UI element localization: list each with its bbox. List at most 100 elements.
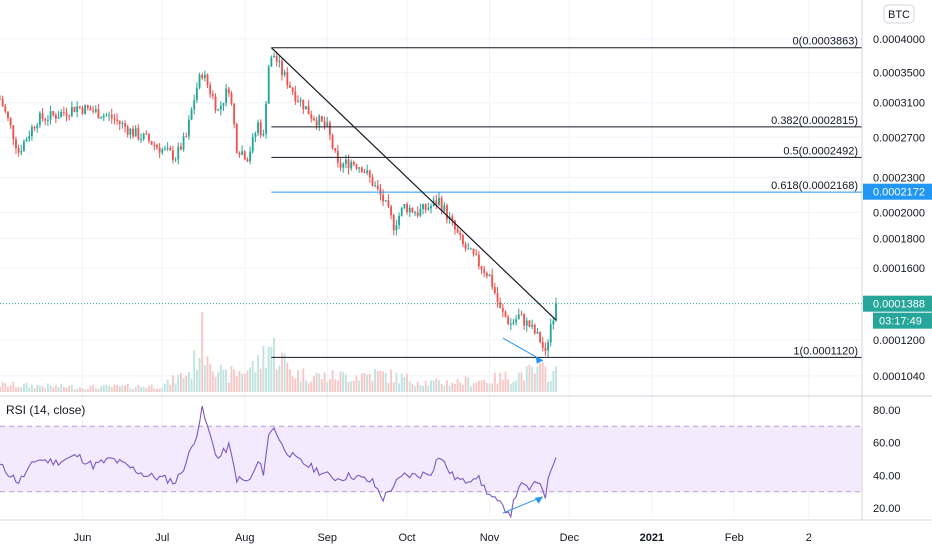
- candle-body: [533, 324, 536, 334]
- price-tick-label: 0.0001600: [873, 263, 925, 275]
- candle-body: [363, 172, 366, 174]
- fib-retracement[interactable]: 0(0.0003863) 0.382(0.0002815) 0.5(0.000249…: [271, 36, 862, 358]
- volume-bar: [227, 382, 230, 392]
- candle-body: [102, 115, 105, 118]
- rsi-divergence-arrowhead: [534, 496, 543, 504]
- volume-bar: [313, 375, 315, 392]
- volume-bar: [352, 380, 355, 392]
- volume-bar: [41, 386, 44, 392]
- volume-bar: [262, 345, 265, 392]
- candle-body: [488, 274, 491, 277]
- candle-body: [477, 254, 480, 267]
- last-price-tag: [863, 295, 932, 312]
- volume-bar: [366, 374, 369, 392]
- candle-body: [214, 96, 217, 111]
- volume-bars: [0, 312, 557, 392]
- volume-bar: [134, 387, 137, 392]
- volume-bar: [201, 312, 204, 392]
- fib-price-tag-label: 0.0002172: [873, 187, 925, 199]
- candle-body: [525, 320, 528, 326]
- last-price-tag-label: 0.0001388: [873, 299, 925, 311]
- candle-body: [49, 111, 52, 120]
- symbol-badge[interactable]: [883, 4, 915, 24]
- volume-bar: [315, 372, 318, 392]
- volume-bar: [187, 371, 190, 392]
- volume-bar: [512, 381, 515, 392]
- volume-bar: [289, 369, 291, 392]
- price-tick-label: 0.0001800: [873, 234, 925, 246]
- candle-body: [89, 108, 92, 111]
- volume-bar: [209, 363, 212, 392]
- candle-body: [485, 272, 488, 277]
- candle-body: [100, 117, 103, 119]
- candle-body: [536, 331, 539, 334]
- candle-body: [307, 106, 310, 115]
- volume-bar: [320, 379, 323, 392]
- volume-bar: [480, 380, 483, 392]
- candle-body: [41, 113, 44, 119]
- volume-bar: [328, 379, 331, 392]
- drawings[interactable]: [0, 47, 862, 364]
- countdown-label: 03:17:49: [879, 316, 922, 328]
- volume-bar: [57, 387, 60, 392]
- volume-bar: [9, 385, 12, 392]
- volume-bar: [259, 368, 262, 392]
- candle-body: [206, 74, 209, 86]
- volume-bar: [246, 370, 249, 392]
- candle-body: [501, 308, 504, 312]
- volume-bar: [38, 385, 41, 392]
- candle-body: [132, 128, 134, 137]
- candle-body: [342, 163, 345, 168]
- candle-body: [334, 148, 337, 151]
- candle-body: [201, 74, 204, 79]
- volume-bar: [485, 383, 488, 392]
- volume-bar: [23, 383, 25, 392]
- volume-bar: [331, 370, 334, 392]
- time-tick-label: Oct: [398, 532, 415, 544]
- volume-bar: [344, 374, 347, 392]
- price-tick-label: 0.0002300: [873, 172, 925, 184]
- time-tick-label: Nov: [480, 532, 500, 544]
- candle-body: [70, 106, 73, 116]
- candle-body: [344, 159, 347, 164]
- candle-body: [512, 322, 515, 324]
- candle-body: [251, 137, 254, 152]
- candle-body: [65, 112, 68, 116]
- rsi-tick-label: 60.00: [873, 438, 901, 450]
- candle-body: [467, 248, 470, 250]
- candle-body: [97, 109, 100, 119]
- volume-bar: [142, 386, 145, 392]
- volume-bar: [291, 376, 294, 392]
- candle-body: [406, 204, 408, 213]
- volume-bar: [124, 385, 126, 392]
- candle-body: [390, 206, 393, 216]
- volume-bar: [78, 387, 81, 392]
- candle-body: [419, 209, 422, 216]
- candle-body: [113, 118, 116, 120]
- volume-bar: [177, 374, 180, 392]
- candle-body: [469, 248, 472, 250]
- candle-body: [129, 128, 132, 135]
- volume-bar: [541, 362, 544, 392]
- candle-body: [233, 103, 236, 125]
- candle-body: [331, 135, 334, 149]
- candle-body: [203, 74, 206, 79]
- fib-level-label: 0.5(0.0002492): [783, 145, 858, 157]
- volume-bar: [243, 373, 246, 392]
- candle-body: [555, 303, 557, 321]
- volume-bar: [528, 364, 531, 392]
- candle-body: [105, 115, 108, 117]
- candle-body: [336, 150, 339, 163]
- volume-bar: [105, 384, 108, 392]
- volume-bar: [355, 375, 358, 392]
- candle-body: [156, 144, 158, 148]
- candle-body: [68, 115, 71, 117]
- volume-bar: [515, 380, 518, 392]
- candle-body: [528, 320, 531, 327]
- candle-body: [222, 102, 225, 106]
- volume-bar: [469, 386, 472, 392]
- volume-bar: [395, 372, 398, 392]
- trendline[interactable]: [270, 47, 557, 321]
- volume-bar: [102, 384, 105, 392]
